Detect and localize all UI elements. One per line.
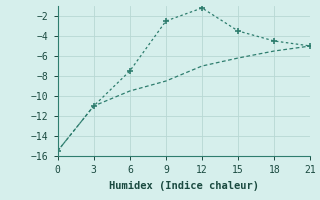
X-axis label: Humidex (Indice chaleur): Humidex (Indice chaleur) (109, 181, 259, 191)
